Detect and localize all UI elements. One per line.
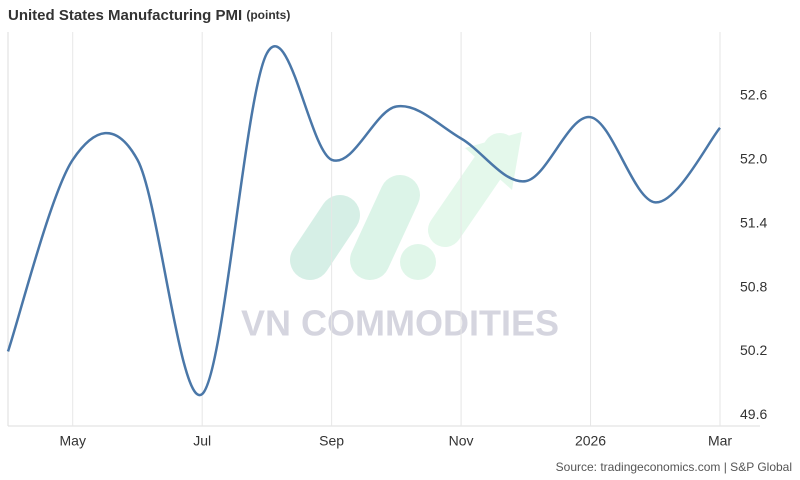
x-tick-label: 2026 [575, 433, 606, 449]
x-tick-label: Nov [449, 433, 474, 449]
x-tick-label: May [60, 433, 86, 449]
watermark: VN COMMODITIES [241, 132, 559, 344]
line [6, 45, 721, 397]
watermark-text: VN COMMODITIES [241, 303, 559, 344]
source: Source: tradingeconomics.com | S&P Globa… [556, 460, 792, 474]
y-tick-label: 50.2 [740, 342, 767, 358]
x-tick-label: Jul [193, 433, 211, 449]
x-tick-label: Sep [319, 433, 344, 449]
y-tick-label: 50.8 [740, 278, 767, 294]
y-tick-label: 51.4 [740, 214, 767, 230]
y-tick-label: 52.6 [740, 87, 767, 103]
chart-title: United States Manufacturing PMI (points) [8, 7, 290, 24]
title: United States Manufacturing PMI [8, 7, 242, 24]
x-tick-label: Mar [708, 433, 732, 449]
y-tick-label: 49.6 [740, 406, 767, 422]
y-tick-label: 52.0 [740, 150, 767, 166]
subtitle: (points) [246, 8, 290, 22]
